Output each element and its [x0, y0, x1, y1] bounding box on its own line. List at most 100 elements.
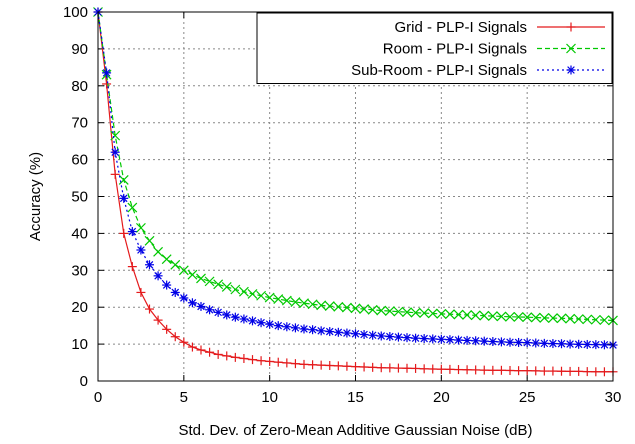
data-point: [419, 334, 429, 344]
data-point: [205, 347, 215, 357]
legend-label: Grid - PLP-I Signals: [394, 19, 527, 36]
data-point: [162, 324, 172, 334]
data-point: [127, 227, 137, 237]
y-tick-label: 20: [71, 299, 88, 316]
data-point: [419, 364, 429, 374]
data-point: [325, 327, 335, 337]
data-point: [299, 298, 309, 309]
data-point: [145, 304, 154, 314]
tick-labels: 0 5 10 15 20 25 30 0 10 20 30 40 50 60 70 80 90 100: [63, 4, 621, 406]
data-point: [548, 339, 558, 349]
data-point: [496, 311, 507, 322]
data-point: [325, 361, 335, 371]
x-tick-label: 5: [180, 389, 188, 406]
data-point: [196, 273, 206, 284]
data-point: [462, 310, 473, 320]
y-tick-label: 60: [71, 152, 88, 169]
data-point: [256, 356, 266, 366]
data-point: [127, 202, 138, 213]
data-point: [436, 334, 446, 344]
data-point: [170, 287, 180, 297]
data-point: [402, 333, 412, 343]
data-point: [591, 340, 601, 350]
data-point: [471, 336, 481, 346]
data-point: [367, 304, 378, 315]
data-point: [582, 367, 592, 377]
data-point: [444, 309, 455, 320]
data-point: [385, 332, 395, 342]
data-point: [428, 364, 438, 374]
data-point: [531, 366, 541, 376]
y-tick-label: 0: [80, 373, 88, 390]
data-point: [273, 294, 284, 305]
data-point: [462, 335, 472, 345]
legend-swatch-marker: [566, 22, 576, 32]
legend-label: Room - PLP-I Signals: [383, 41, 527, 58]
x-tick-label: 15: [347, 389, 364, 406]
data-point: [376, 305, 387, 316]
data-point: [505, 311, 515, 322]
x-tick-label: 25: [519, 389, 536, 406]
data-point: [427, 308, 438, 319]
data-point: [359, 362, 369, 372]
data-point: [514, 337, 524, 347]
legend-entry: Room - PLP-I Signals: [383, 41, 605, 58]
data-point: [393, 306, 404, 317]
data-point: [222, 310, 232, 320]
data-point: [282, 358, 292, 368]
data-point: [110, 147, 120, 157]
data-point: [170, 259, 181, 270]
series-group: [93, 7, 618, 377]
data-point: [557, 339, 566, 349]
data-point: [308, 325, 318, 335]
data-point: [496, 337, 506, 347]
data-point: [136, 245, 146, 255]
data-point: [393, 363, 403, 373]
data-point: [513, 312, 524, 322]
data-point: [436, 308, 447, 319]
data-point: [247, 288, 258, 299]
data-point: [213, 349, 223, 359]
data-point: [445, 364, 455, 374]
data-point: [505, 365, 515, 375]
legend-entry: Sub-Room - PLP-I Signals: [351, 62, 605, 79]
data-point: [470, 310, 481, 321]
data-point: [153, 315, 163, 325]
data-point: [496, 365, 506, 375]
data-point: [316, 360, 326, 370]
data-point: [539, 366, 549, 376]
legend-swatch-marker: [566, 65, 576, 75]
data-point: [590, 314, 601, 325]
data-point: [248, 316, 257, 326]
data-point: [144, 235, 155, 246]
data-point: [591, 367, 601, 377]
data-point: [145, 260, 154, 270]
data-point: [196, 301, 206, 311]
data-point: [411, 333, 421, 343]
data-point: [273, 357, 283, 367]
series-3: [93, 7, 618, 350]
series-1: [93, 7, 618, 377]
data-point: [135, 222, 146, 233]
data-point: [582, 339, 592, 349]
x-tick-label: 20: [433, 389, 450, 406]
data-point: [599, 315, 610, 326]
data-point: [479, 365, 489, 375]
y-tick-label: 50: [71, 189, 88, 206]
data-point: [531, 338, 541, 348]
data-point: [196, 345, 206, 355]
data-point: [410, 307, 421, 318]
data-point: [290, 323, 300, 333]
data-point: [205, 305, 215, 315]
data-point: [574, 339, 584, 349]
data-point: [368, 362, 378, 372]
data-point: [411, 363, 421, 373]
data-point: [402, 363, 412, 373]
data-point: [282, 322, 292, 332]
data-point: [256, 318, 266, 328]
data-point: [565, 313, 576, 324]
y-tick-label: 70: [71, 115, 88, 132]
y-tick-label: 30: [71, 262, 88, 279]
legend-entry: Grid - PLP-I Signals: [394, 19, 605, 36]
data-point: [454, 335, 463, 345]
